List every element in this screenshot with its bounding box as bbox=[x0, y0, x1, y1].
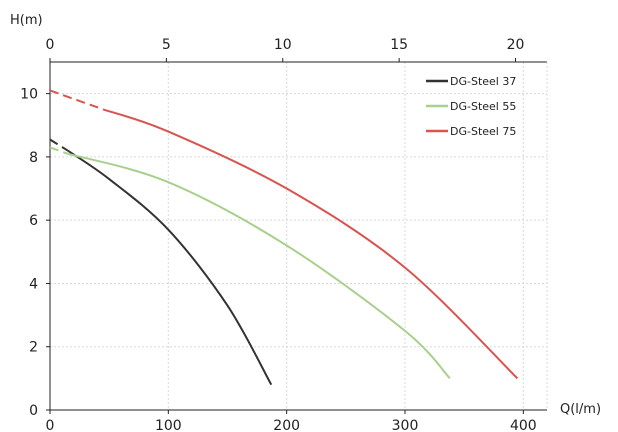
legend: DG-Steel 37 DG-Steel 55 DG-Steel 75 bbox=[426, 75, 516, 138]
series-line-dashed bbox=[49, 89, 104, 111]
x-axis-title: Q(l/m) bbox=[560, 402, 601, 417]
top-tick-label: 10 bbox=[274, 37, 292, 53]
y-axis-title: H(m) bbox=[10, 13, 43, 28]
series-line-dashed bbox=[49, 146, 69, 155]
y-tick-label: 4 bbox=[29, 276, 38, 292]
legend-label: DG-Steel 75 bbox=[450, 125, 516, 138]
plot-area bbox=[50, 62, 547, 410]
legend-label: DG-Steel 55 bbox=[450, 100, 516, 113]
x-tick-label: 300 bbox=[392, 418, 419, 432]
axes bbox=[46, 58, 548, 414]
series-line bbox=[67, 152, 451, 380]
series-layer bbox=[49, 89, 519, 386]
top-tick-label: 20 bbox=[507, 37, 525, 53]
x-tick-label: 100 bbox=[155, 418, 182, 432]
y-tick-label: 8 bbox=[29, 150, 38, 166]
series-line bbox=[67, 149, 273, 386]
top-tick-label: 15 bbox=[390, 37, 408, 53]
top-tick-label: 5 bbox=[162, 37, 171, 53]
series-line-dashed bbox=[49, 138, 69, 152]
y-tick-label: 10 bbox=[20, 87, 38, 103]
series-line bbox=[102, 108, 519, 380]
legend-label: DG-Steel 37 bbox=[450, 75, 516, 88]
y-tick-label: 6 bbox=[29, 213, 38, 229]
x-tick-label: 0 bbox=[46, 418, 55, 432]
grid bbox=[50, 62, 547, 410]
x-tick-label: 200 bbox=[273, 418, 300, 432]
y-tick-label: 0 bbox=[29, 403, 38, 419]
top-tick-label: 0 bbox=[46, 37, 55, 53]
y-tick-label: 2 bbox=[29, 340, 38, 356]
x-tick-label: 400 bbox=[510, 418, 537, 432]
